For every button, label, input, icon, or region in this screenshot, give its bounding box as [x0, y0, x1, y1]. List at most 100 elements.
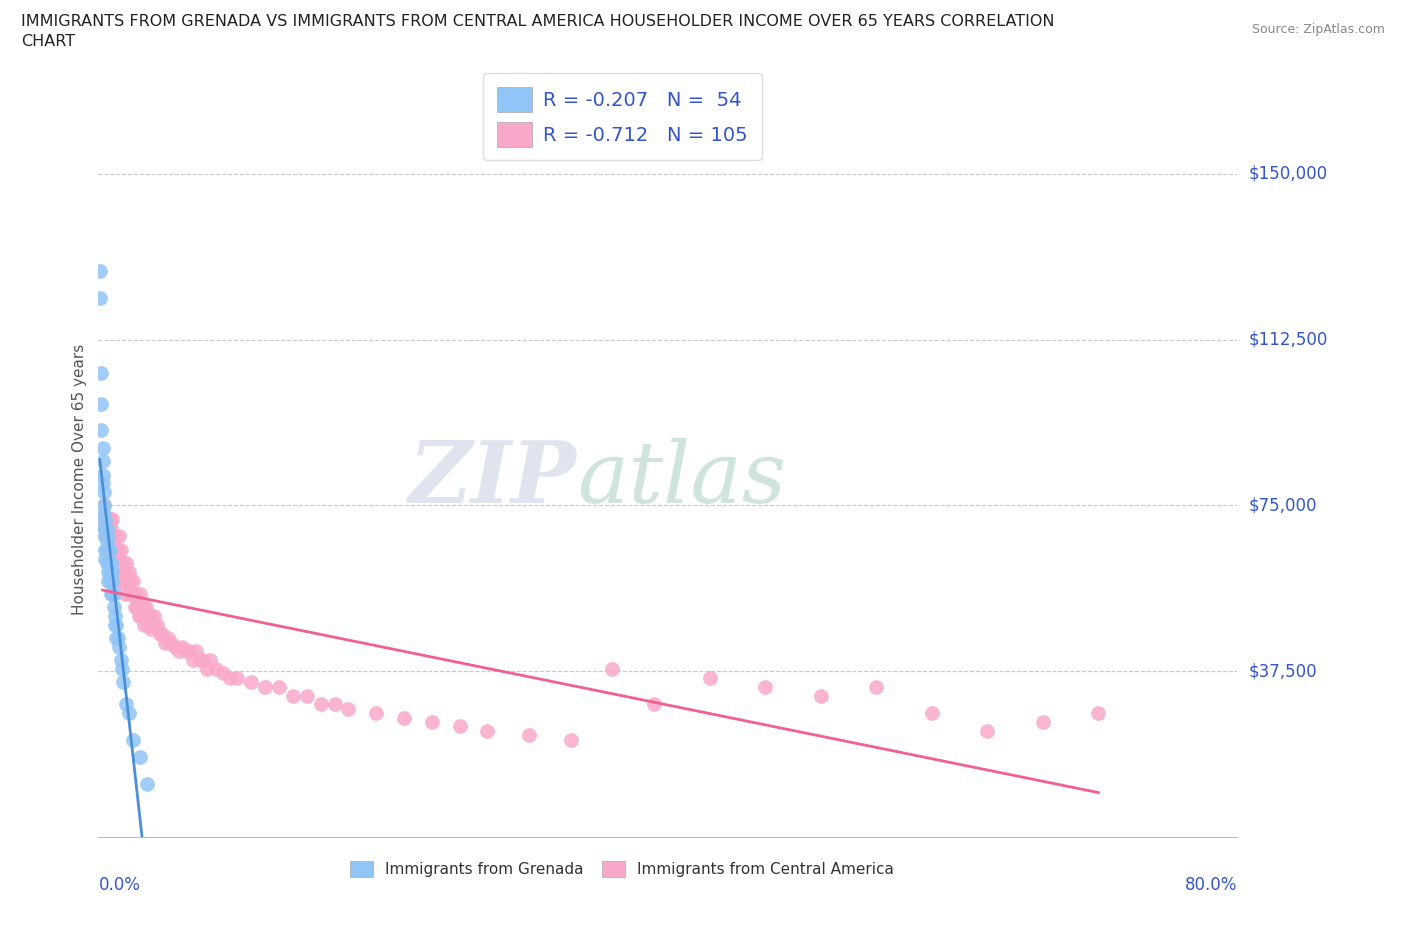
Point	[281, 688, 304, 703]
Point	[98, 542, 121, 557]
Point	[108, 573, 131, 588]
Point	[100, 565, 122, 579]
Text: 80.0%: 80.0%	[1185, 876, 1237, 895]
Point	[108, 640, 131, 655]
Point	[517, 728, 540, 743]
Point	[153, 635, 176, 650]
Text: $75,000: $75,000	[1249, 497, 1317, 514]
Point	[93, 507, 115, 522]
Point	[219, 671, 242, 685]
Point	[150, 626, 173, 641]
Point	[366, 706, 388, 721]
Point	[135, 600, 157, 615]
Point	[90, 423, 112, 438]
Point	[97, 573, 120, 588]
Point	[98, 512, 121, 526]
Point	[96, 520, 118, 535]
Point	[1032, 714, 1054, 729]
Point	[98, 573, 121, 588]
Point	[198, 653, 221, 668]
Point	[921, 706, 943, 721]
Point	[129, 587, 152, 602]
Point	[122, 732, 145, 747]
Point	[148, 626, 170, 641]
Point	[120, 573, 142, 588]
Point	[93, 520, 115, 535]
Point	[97, 565, 120, 579]
Point	[105, 542, 128, 557]
Point	[127, 600, 149, 615]
Point	[105, 618, 128, 632]
Point	[89, 264, 111, 279]
Point	[100, 542, 122, 557]
Point	[129, 750, 152, 764]
Point	[104, 542, 127, 557]
Point	[115, 555, 138, 570]
Point	[699, 671, 721, 685]
Point	[94, 520, 117, 535]
Point	[91, 441, 114, 456]
Point	[600, 661, 623, 676]
Point	[159, 635, 181, 650]
Text: Source: ZipAtlas.com: Source: ZipAtlas.com	[1251, 23, 1385, 36]
Point	[103, 600, 125, 615]
Point	[142, 618, 165, 632]
Point	[93, 498, 115, 513]
Point	[195, 661, 218, 676]
Point	[143, 608, 166, 623]
Point	[96, 542, 118, 557]
Point	[112, 573, 135, 588]
Point	[212, 666, 235, 681]
Point	[136, 608, 159, 623]
Point	[191, 653, 214, 668]
Point	[108, 555, 131, 570]
Point	[105, 631, 128, 645]
Point	[134, 618, 156, 632]
Point	[91, 512, 114, 526]
Point	[110, 565, 132, 579]
Point	[122, 573, 145, 588]
Point	[560, 732, 582, 747]
Point	[98, 542, 121, 557]
Legend: Immigrants from Grenada, Immigrants from Central America: Immigrants from Grenada, Immigrants from…	[344, 855, 900, 884]
Point	[107, 542, 129, 557]
Point	[111, 555, 134, 570]
Point	[101, 565, 124, 579]
Point	[114, 587, 136, 602]
Point	[449, 719, 471, 734]
Point	[100, 587, 122, 602]
Point	[104, 529, 127, 544]
Point	[107, 565, 129, 579]
Point	[184, 644, 207, 658]
Point	[105, 555, 128, 570]
Point	[94, 529, 117, 544]
Point	[139, 608, 162, 623]
Point	[103, 587, 125, 602]
Text: atlas: atlas	[576, 438, 786, 520]
Point	[254, 679, 277, 694]
Point	[177, 644, 200, 658]
Point	[101, 512, 124, 526]
Point	[94, 551, 117, 566]
Point	[101, 529, 124, 544]
Point	[104, 618, 127, 632]
Point	[96, 555, 118, 570]
Point	[309, 697, 332, 711]
Point	[976, 724, 998, 738]
Point	[125, 587, 148, 602]
Point	[96, 542, 118, 557]
Point	[145, 618, 167, 632]
Point	[112, 555, 135, 570]
Point	[97, 529, 120, 544]
Point	[98, 565, 121, 579]
Point	[103, 555, 125, 570]
Point	[337, 701, 360, 716]
Point	[141, 622, 163, 637]
Text: $112,500: $112,500	[1249, 331, 1327, 349]
Point	[205, 661, 228, 676]
Point	[103, 529, 125, 544]
Point	[295, 688, 318, 703]
Point	[89, 290, 111, 305]
Point	[91, 454, 114, 469]
Point	[100, 573, 122, 588]
